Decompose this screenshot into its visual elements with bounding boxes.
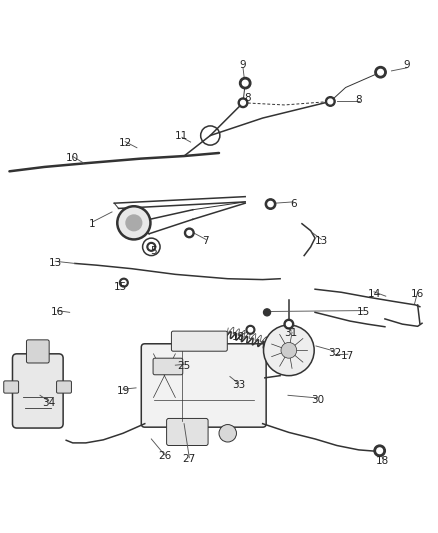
Circle shape [242, 80, 248, 86]
Text: 18: 18 [376, 456, 389, 466]
Circle shape [248, 328, 253, 332]
Circle shape [325, 96, 335, 106]
Circle shape [240, 77, 251, 89]
Text: 14: 14 [367, 288, 381, 298]
Text: 5: 5 [150, 246, 157, 256]
Text: 18: 18 [232, 332, 245, 342]
Circle shape [375, 67, 386, 78]
Text: 9: 9 [403, 60, 410, 70]
Circle shape [240, 100, 245, 105]
Text: 6: 6 [290, 199, 297, 208]
Text: 27: 27 [183, 455, 196, 464]
Circle shape [149, 245, 153, 249]
Circle shape [122, 280, 126, 285]
Circle shape [281, 343, 297, 358]
Text: 15: 15 [357, 308, 370, 317]
Circle shape [377, 448, 382, 454]
Circle shape [264, 325, 314, 376]
Text: 16: 16 [411, 288, 424, 298]
Text: 9: 9 [240, 60, 246, 70]
FancyBboxPatch shape [141, 344, 266, 427]
Circle shape [264, 309, 271, 316]
Text: 34: 34 [42, 398, 55, 408]
Text: 17: 17 [341, 351, 354, 361]
FancyBboxPatch shape [4, 381, 18, 393]
FancyBboxPatch shape [26, 340, 49, 363]
Text: 8: 8 [355, 95, 362, 104]
Circle shape [147, 243, 155, 251]
Text: 8: 8 [244, 93, 251, 103]
Text: 10: 10 [66, 153, 79, 163]
Circle shape [120, 278, 128, 287]
Circle shape [238, 98, 248, 108]
Circle shape [328, 99, 333, 104]
FancyBboxPatch shape [12, 354, 63, 428]
Text: 13: 13 [49, 258, 62, 268]
Circle shape [246, 326, 255, 334]
FancyBboxPatch shape [153, 358, 183, 375]
Circle shape [284, 319, 293, 329]
Text: 13: 13 [315, 236, 328, 246]
Circle shape [117, 206, 150, 239]
FancyBboxPatch shape [57, 381, 71, 393]
Text: 11: 11 [175, 131, 188, 141]
Text: 30: 30 [311, 394, 324, 405]
Text: 7: 7 [203, 236, 209, 246]
Circle shape [184, 228, 194, 238]
Text: 31: 31 [284, 328, 298, 338]
FancyBboxPatch shape [171, 331, 227, 351]
FancyBboxPatch shape [166, 418, 208, 446]
Circle shape [268, 201, 273, 207]
Circle shape [378, 69, 383, 75]
Circle shape [286, 322, 291, 327]
Text: 1: 1 [89, 219, 95, 229]
Text: 15: 15 [114, 282, 127, 293]
Text: 19: 19 [117, 386, 130, 396]
Text: 32: 32 [328, 348, 341, 358]
Text: 16: 16 [51, 308, 64, 317]
Circle shape [219, 425, 237, 442]
Text: 33: 33 [232, 380, 245, 390]
Circle shape [126, 215, 142, 231]
Text: 12: 12 [119, 139, 132, 148]
Text: 25: 25 [177, 361, 191, 371]
Circle shape [374, 445, 385, 456]
Circle shape [265, 199, 276, 209]
Text: 26: 26 [158, 451, 171, 462]
Circle shape [187, 230, 192, 235]
